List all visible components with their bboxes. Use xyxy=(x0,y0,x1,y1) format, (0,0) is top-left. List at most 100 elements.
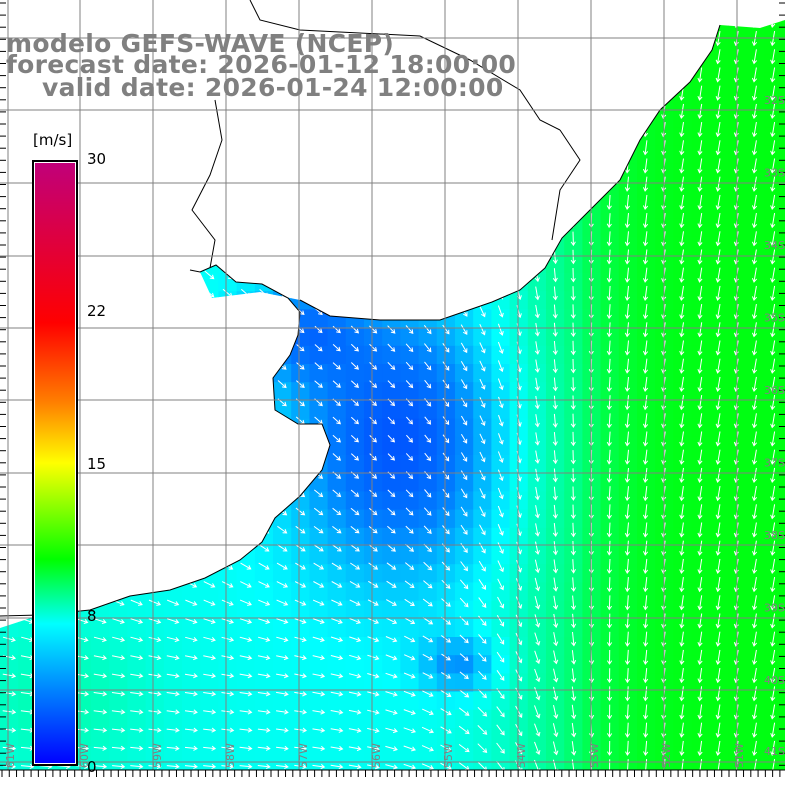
wind-arrow xyxy=(4,416,15,425)
wind-cell xyxy=(564,491,583,511)
wind-arrow xyxy=(440,744,452,752)
wind-cell xyxy=(400,564,420,583)
wind-arrow xyxy=(131,124,142,134)
wind-arrow xyxy=(386,215,396,226)
wind-arrow xyxy=(240,106,251,116)
wind-cell xyxy=(309,236,329,256)
wind-cell xyxy=(200,527,219,547)
wind-cell xyxy=(655,254,674,274)
wind-cell xyxy=(345,163,365,183)
wind-arrow xyxy=(313,544,324,552)
wind-arrow xyxy=(497,596,505,609)
wind-cell xyxy=(527,72,547,92)
wind-arrow xyxy=(186,161,197,171)
wind-cell xyxy=(746,728,765,747)
wind-arrow xyxy=(113,215,124,225)
wind-arrow xyxy=(534,559,541,574)
wind-cell xyxy=(600,36,620,56)
wind-arrow xyxy=(204,307,215,316)
wind-cell xyxy=(382,691,401,711)
wind-arrow xyxy=(277,434,287,443)
wind-cell xyxy=(200,218,219,238)
wind-arrow xyxy=(331,124,342,134)
wind-cell xyxy=(200,163,219,183)
wind-cell xyxy=(109,709,128,729)
wind-cell xyxy=(527,418,547,438)
wind-arrow xyxy=(3,599,16,606)
wind-cell xyxy=(564,655,583,674)
wind-cell xyxy=(455,691,474,711)
wind-arrow xyxy=(222,416,233,425)
wind-cell xyxy=(127,0,146,19)
wind-cell xyxy=(254,764,274,770)
wind-arrow xyxy=(40,20,51,25)
wind-cell xyxy=(291,746,310,765)
wind-cell xyxy=(345,345,365,365)
wind-arrow xyxy=(552,741,559,756)
wind-cell xyxy=(546,72,565,92)
wind-arrow xyxy=(715,285,721,302)
wind-cell xyxy=(455,254,474,274)
wind-arrow xyxy=(257,673,271,679)
wind-arrow xyxy=(22,416,33,425)
wind-cell xyxy=(564,509,583,529)
wind-arrow xyxy=(515,614,523,628)
wind-arrow xyxy=(715,103,721,120)
wind-cell xyxy=(91,691,110,711)
wind-arrow xyxy=(552,486,558,501)
wind-cell xyxy=(691,436,711,456)
wind-cell xyxy=(91,345,110,365)
wind-cell xyxy=(163,728,183,747)
wind-cell xyxy=(127,273,147,292)
wind-arrow xyxy=(277,124,288,134)
wind-cell xyxy=(145,291,165,310)
wind-cell xyxy=(218,200,238,219)
wind-arrow xyxy=(113,197,124,207)
wind-cell xyxy=(473,691,492,711)
wind-cell xyxy=(345,764,365,770)
wind-arrow xyxy=(186,143,197,152)
lon-label: 54W xyxy=(515,743,528,768)
wind-arrow xyxy=(130,581,143,588)
wind-arrow xyxy=(149,361,160,371)
wind-cell xyxy=(418,309,438,329)
wind-arrow xyxy=(3,525,15,534)
wind-arrow xyxy=(606,740,613,756)
wind-arrow xyxy=(552,286,558,301)
wind-cell xyxy=(491,455,511,474)
wind-cell xyxy=(218,618,238,638)
wind-cell xyxy=(618,527,638,547)
wind-arrow xyxy=(131,143,142,152)
wind-arrow xyxy=(643,595,649,611)
wind-arrow xyxy=(314,362,323,370)
wind-arrow xyxy=(441,635,452,643)
wind-arrow xyxy=(460,470,468,481)
wind-arrow xyxy=(240,270,251,280)
wind-cell xyxy=(600,145,620,165)
wind-arrow xyxy=(570,20,576,28)
wind-cell xyxy=(582,455,602,474)
wind-cell xyxy=(637,582,656,602)
wind-arrow xyxy=(570,450,576,465)
wind-cell xyxy=(436,291,456,310)
wind-cell xyxy=(182,618,201,638)
wind-arrow xyxy=(366,764,380,770)
wind-cell xyxy=(655,582,674,602)
wind-arrow xyxy=(221,745,235,751)
wind-cell xyxy=(618,673,638,693)
wind-cell xyxy=(782,145,785,165)
wind-arrow xyxy=(259,471,269,480)
wind-cell xyxy=(163,309,183,329)
wind-cell xyxy=(382,618,401,638)
wind-arrow xyxy=(606,722,613,738)
wind-cell xyxy=(637,36,656,56)
wind-arrow xyxy=(441,105,450,117)
wind-cell xyxy=(509,655,529,674)
wind-cell xyxy=(145,254,165,274)
wind-cell xyxy=(182,491,201,511)
wind-arrow xyxy=(350,234,360,244)
wind-cell xyxy=(218,455,238,474)
wind-cell xyxy=(782,582,785,602)
wind-cell xyxy=(564,400,583,420)
